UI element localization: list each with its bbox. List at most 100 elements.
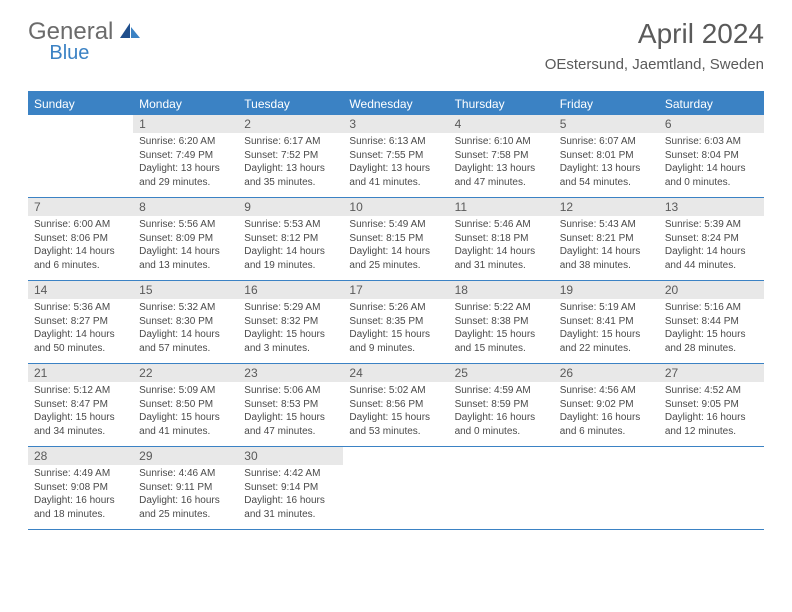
daylight-line: Daylight: 13 hours and 35 minutes. xyxy=(244,162,337,189)
sunrise-line: Sunrise: 4:46 AM xyxy=(139,467,232,481)
sunrise-line: Sunrise: 5:26 AM xyxy=(349,301,442,315)
sunset-line: Sunset: 8:59 PM xyxy=(455,398,548,412)
day-number: 16 xyxy=(238,281,343,299)
sunrise-line: Sunrise: 5:06 AM xyxy=(244,384,337,398)
daylight-line: Daylight: 16 hours and 0 minutes. xyxy=(455,411,548,438)
day-body: Sunrise: 6:10 AMSunset: 7:58 PMDaylight:… xyxy=(449,133,554,193)
daylight-line: Daylight: 16 hours and 31 minutes. xyxy=(244,494,337,521)
sunrise-line: Sunrise: 5:43 AM xyxy=(560,218,653,232)
daylight-line: Daylight: 14 hours and 44 minutes. xyxy=(665,245,758,272)
daylight-line: Daylight: 15 hours and 3 minutes. xyxy=(244,328,337,355)
day-body: Sunrise: 5:43 AMSunset: 8:21 PMDaylight:… xyxy=(554,216,659,276)
location-text: OEstersund, Jaemtland, Sweden xyxy=(545,56,764,73)
sunrise-line: Sunrise: 6:10 AM xyxy=(455,135,548,149)
daylight-line: Daylight: 15 hours and 47 minutes. xyxy=(244,411,337,438)
day-cell: 25Sunrise: 4:59 AMSunset: 8:59 PMDayligh… xyxy=(449,364,554,446)
day-cell: 27Sunrise: 4:52 AMSunset: 9:05 PMDayligh… xyxy=(659,364,764,446)
sunset-line: Sunset: 9:02 PM xyxy=(560,398,653,412)
daylight-line: Daylight: 14 hours and 50 minutes. xyxy=(34,328,127,355)
logo-sail-icon xyxy=(119,21,141,44)
day-body: Sunrise: 4:56 AMSunset: 9:02 PMDaylight:… xyxy=(554,382,659,442)
sunrise-line: Sunrise: 5:16 AM xyxy=(665,301,758,315)
day-cell: 7Sunrise: 6:00 AMSunset: 8:06 PMDaylight… xyxy=(28,198,133,280)
sunrise-line: Sunrise: 6:17 AM xyxy=(244,135,337,149)
dow-cell: Monday xyxy=(133,93,238,115)
sunset-line: Sunset: 8:04 PM xyxy=(665,149,758,163)
day-cell: 15Sunrise: 5:32 AMSunset: 8:30 PMDayligh… xyxy=(133,281,238,363)
sunset-line: Sunset: 7:52 PM xyxy=(244,149,337,163)
day-cell: 8Sunrise: 5:56 AMSunset: 8:09 PMDaylight… xyxy=(133,198,238,280)
logo: General Blue xyxy=(28,18,185,46)
sunset-line: Sunset: 8:35 PM xyxy=(349,315,442,329)
daylight-line: Daylight: 16 hours and 25 minutes. xyxy=(139,494,232,521)
sunset-line: Sunset: 8:30 PM xyxy=(139,315,232,329)
day-cell xyxy=(554,447,659,529)
day-number: 29 xyxy=(133,447,238,465)
day-body: Sunrise: 5:02 AMSunset: 8:56 PMDaylight:… xyxy=(343,382,448,442)
day-number: 26 xyxy=(554,364,659,382)
day-cell: 12Sunrise: 5:43 AMSunset: 8:21 PMDayligh… xyxy=(554,198,659,280)
day-cell: 24Sunrise: 5:02 AMSunset: 8:56 PMDayligh… xyxy=(343,364,448,446)
daylight-line: Daylight: 14 hours and 13 minutes. xyxy=(139,245,232,272)
sunset-line: Sunset: 8:21 PM xyxy=(560,232,653,246)
day-number: 27 xyxy=(659,364,764,382)
sunset-line: Sunset: 9:05 PM xyxy=(665,398,758,412)
day-number: 20 xyxy=(659,281,764,299)
daylight-line: Daylight: 15 hours and 34 minutes. xyxy=(34,411,127,438)
daylight-line: Daylight: 16 hours and 12 minutes. xyxy=(665,411,758,438)
daylight-line: Daylight: 14 hours and 6 minutes. xyxy=(34,245,127,272)
day-body: Sunrise: 4:42 AMSunset: 9:14 PMDaylight:… xyxy=(238,465,343,525)
day-cell: 17Sunrise: 5:26 AMSunset: 8:35 PMDayligh… xyxy=(343,281,448,363)
day-body: Sunrise: 6:03 AMSunset: 8:04 PMDaylight:… xyxy=(659,133,764,193)
day-number: 2 xyxy=(238,115,343,133)
day-number: 4 xyxy=(449,115,554,133)
sunrise-line: Sunrise: 5:36 AM xyxy=(34,301,127,315)
day-body: Sunrise: 5:39 AMSunset: 8:24 PMDaylight:… xyxy=(659,216,764,276)
day-number: 14 xyxy=(28,281,133,299)
title-block: April 2024 OEstersund, Jaemtland, Sweden xyxy=(545,18,764,73)
day-body: Sunrise: 6:20 AMSunset: 7:49 PMDaylight:… xyxy=(133,133,238,193)
day-number: 1 xyxy=(133,115,238,133)
sunset-line: Sunset: 8:24 PM xyxy=(665,232,758,246)
day-number: 28 xyxy=(28,447,133,465)
daylight-line: Daylight: 15 hours and 9 minutes. xyxy=(349,328,442,355)
day-body: Sunrise: 6:00 AMSunset: 8:06 PMDaylight:… xyxy=(28,216,133,276)
sunset-line: Sunset: 8:56 PM xyxy=(349,398,442,412)
day-cell: 23Sunrise: 5:06 AMSunset: 8:53 PMDayligh… xyxy=(238,364,343,446)
day-body: Sunrise: 5:26 AMSunset: 8:35 PMDaylight:… xyxy=(343,299,448,359)
sunset-line: Sunset: 8:09 PM xyxy=(139,232,232,246)
sunrise-line: Sunrise: 5:39 AM xyxy=(665,218,758,232)
day-number: 24 xyxy=(343,364,448,382)
day-number: 10 xyxy=(343,198,448,216)
day-body: Sunrise: 4:52 AMSunset: 9:05 PMDaylight:… xyxy=(659,382,764,442)
day-cell: 26Sunrise: 4:56 AMSunset: 9:02 PMDayligh… xyxy=(554,364,659,446)
sunset-line: Sunset: 8:32 PM xyxy=(244,315,337,329)
daylight-line: Daylight: 14 hours and 31 minutes. xyxy=(455,245,548,272)
sunrise-line: Sunrise: 5:32 AM xyxy=(139,301,232,315)
sunrise-line: Sunrise: 5:53 AM xyxy=(244,218,337,232)
day-number: 9 xyxy=(238,198,343,216)
sunrise-line: Sunrise: 4:52 AM xyxy=(665,384,758,398)
sunrise-line: Sunrise: 5:29 AM xyxy=(244,301,337,315)
daylight-line: Daylight: 15 hours and 28 minutes. xyxy=(665,328,758,355)
daylight-line: Daylight: 14 hours and 57 minutes. xyxy=(139,328,232,355)
day-number: 12 xyxy=(554,198,659,216)
day-number: 13 xyxy=(659,198,764,216)
sunset-line: Sunset: 8:01 PM xyxy=(560,149,653,163)
day-body: Sunrise: 5:49 AMSunset: 8:15 PMDaylight:… xyxy=(343,216,448,276)
day-cell: 10Sunrise: 5:49 AMSunset: 8:15 PMDayligh… xyxy=(343,198,448,280)
day-cell: 2 Sunrise: 6:17 AMSunset: 7:52 PMDaylight… xyxy=(238,115,343,197)
day-number: 6 xyxy=(659,115,764,133)
sunrise-line: Sunrise: 6:00 AM xyxy=(34,218,127,232)
day-body: Sunrise: 5:06 AMSunset: 8:53 PMDaylight:… xyxy=(238,382,343,442)
sunrise-line: Sunrise: 5:46 AM xyxy=(455,218,548,232)
day-cell: 22Sunrise: 5:09 AMSunset: 8:50 PMDayligh… xyxy=(133,364,238,446)
day-number: 3 xyxy=(343,115,448,133)
logo-text-blue: Blue xyxy=(49,42,89,65)
sunrise-line: Sunrise: 5:19 AM xyxy=(560,301,653,315)
day-number: 5 xyxy=(554,115,659,133)
sunset-line: Sunset: 8:50 PM xyxy=(139,398,232,412)
sunset-line: Sunset: 8:41 PM xyxy=(560,315,653,329)
day-cell: 11Sunrise: 5:46 AMSunset: 8:18 PMDayligh… xyxy=(449,198,554,280)
daylight-line: Daylight: 16 hours and 6 minutes. xyxy=(560,411,653,438)
